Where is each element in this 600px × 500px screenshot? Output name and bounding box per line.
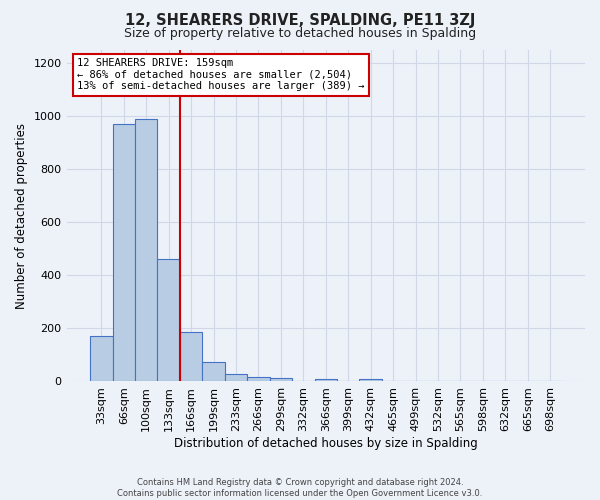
Bar (314, 379, 337, 382)
Text: Size of property relative to detached houses in Spalding: Size of property relative to detached ho… (124, 28, 476, 40)
Bar (359, 380, 382, 382)
Text: 12 SHEARERS DRIVE: 159sqm
← 86% of detached houses are smaller (2,504)
13% of se: 12 SHEARERS DRIVE: 159sqm ← 86% of detac… (77, 58, 364, 92)
Bar (202, 362, 225, 382)
Bar (135, 119, 157, 382)
Bar (269, 378, 292, 382)
Text: Contains HM Land Registry data © Crown copyright and database right 2024.
Contai: Contains HM Land Registry data © Crown c… (118, 478, 482, 498)
Bar (90, 336, 113, 382)
Y-axis label: Number of detached properties: Number of detached properties (15, 122, 28, 308)
Bar (247, 376, 269, 382)
Bar (113, 124, 135, 382)
Bar (225, 374, 247, 382)
X-axis label: Distribution of detached houses by size in Spalding: Distribution of detached houses by size … (174, 437, 478, 450)
Bar (157, 260, 180, 382)
Bar (180, 332, 202, 382)
Text: 12, SHEARERS DRIVE, SPALDING, PE11 3ZJ: 12, SHEARERS DRIVE, SPALDING, PE11 3ZJ (125, 12, 475, 28)
